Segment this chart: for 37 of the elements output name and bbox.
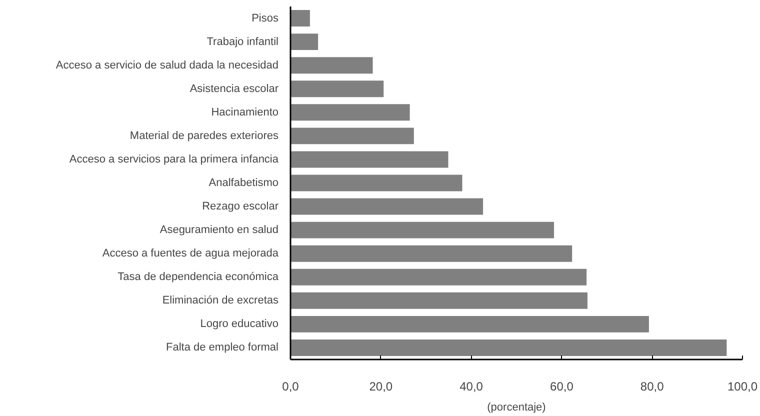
x-tick-label: 20,0 [369,380,393,394]
y-tick-label: Acceso a servicio de salud dada la necesidad [56,59,279,72]
bar [290,222,554,238]
x-tick-label: 40,0 [460,380,484,394]
y-tick-label: Falta de empleo formal [166,342,278,354]
bar [290,174,462,192]
bar [290,34,318,50]
bar [290,339,727,356]
y-tick-label: Pisos [252,12,279,24]
y-tick-label: Eliminación de excretas [162,294,279,307]
y-tick-label: Asistencia escolar [190,82,279,95]
bar [290,151,448,168]
y-tick-label: Rezago escolar [202,200,279,213]
bar [290,10,310,27]
y-tick-label: Trabajo infantil [206,36,279,48]
y-tick-label: Logro educativo [200,318,279,330]
bar [290,316,649,332]
x-tick-label: 100,0 [727,380,758,394]
x-tick-label: 80,0 [640,380,664,394]
y-tick-label: Material de paredes exteriores [130,130,279,142]
bar [290,104,410,121]
y-tick-label: Hacinamiento [211,106,279,118]
bar [290,128,414,144]
y-tick-label: Analfabetismo [208,177,279,189]
bar [290,80,384,98]
x-axis-title: (porcentaje) [487,402,546,414]
bar [290,292,588,309]
bar [290,57,373,74]
x-tick-label: 0,0 [282,380,300,394]
y-tick-label: Aseguramiento en salud [160,224,279,236]
bar [290,245,572,262]
y-tick-label: Acceso a servicios para la primera infancia [69,153,280,166]
y-tick-label: Acceso a fuentes de agua mejorada [102,248,280,260]
x-tick-label: 60,0 [550,380,574,394]
bar [290,268,587,286]
bar [290,198,484,215]
y-tick-label: Tasa de dependencia económica [118,271,280,284]
